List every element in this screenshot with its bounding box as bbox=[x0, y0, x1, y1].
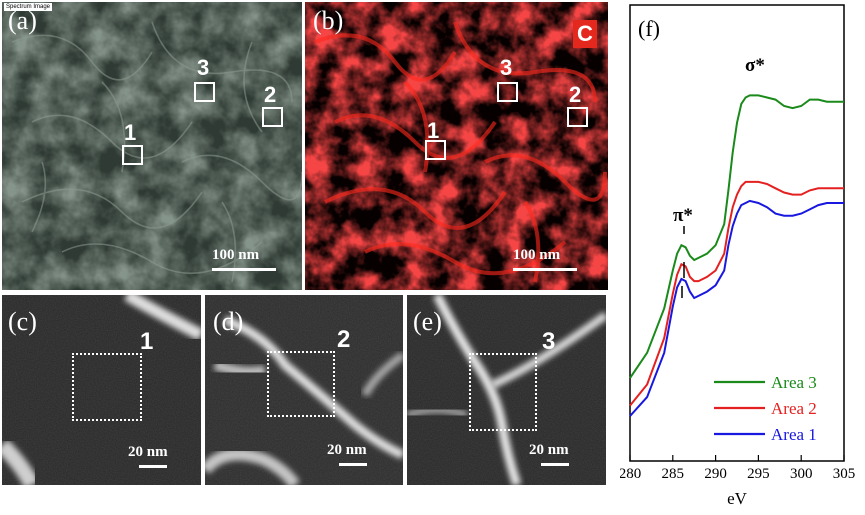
area-1-box bbox=[425, 140, 446, 160]
panel-e-area-3-zoom: (e) 3 20 nm bbox=[407, 295, 606, 485]
x-tick-label: 290 bbox=[704, 466, 727, 482]
zoom-image-d bbox=[205, 295, 403, 485]
legend-label: Area 2 bbox=[771, 399, 817, 418]
x-axis-label: eV bbox=[727, 489, 748, 508]
panel-label-d: (d) bbox=[213, 307, 244, 336]
panel-label-b: (b) bbox=[313, 6, 344, 35]
scale-bar-label: 100 nm bbox=[212, 247, 260, 263]
panel-d-area-2-zoom: (d) 2 20 nm bbox=[205, 295, 403, 485]
sigma-star-annotation: σ* bbox=[745, 55, 765, 76]
area-number: 2 bbox=[337, 326, 351, 353]
scale-bar-label: 100 nm bbox=[513, 247, 561, 263]
panel-b-carbon-map: (b) C 3 2 1 100 nm bbox=[305, 2, 608, 290]
scale-bar-label: 20 nm bbox=[327, 442, 367, 458]
legend-label: Area 1 bbox=[771, 425, 817, 444]
x-tick-label: 280 bbox=[620, 466, 641, 482]
x-tick-label: 305 bbox=[833, 466, 856, 482]
carbon-element-badge: C bbox=[573, 20, 597, 48]
series-line-area-1 bbox=[629, 199, 844, 417]
spectrum-image-tag: Spectrum Image bbox=[4, 3, 53, 11]
scale-bar-label: 20 nm bbox=[128, 444, 168, 460]
area-number: 3 bbox=[542, 328, 556, 355]
area-2-number: 2 bbox=[264, 82, 277, 107]
series-line-area-3 bbox=[629, 94, 844, 379]
panel-label-a: (a) bbox=[8, 6, 37, 35]
area-3-box bbox=[497, 82, 518, 102]
x-tick-label: 285 bbox=[662, 466, 685, 482]
panel-label-e: (e) bbox=[413, 307, 442, 336]
scale-bar bbox=[541, 463, 569, 466]
area-dotted-box bbox=[72, 353, 142, 421]
area-2-box bbox=[567, 107, 588, 127]
area-dotted-box bbox=[469, 353, 537, 431]
area-dotted-box bbox=[267, 351, 335, 417]
carbon-map-texture bbox=[305, 2, 608, 290]
scale-bar bbox=[139, 465, 167, 468]
zoom-image-c bbox=[2, 295, 201, 485]
panel-c-area-1-zoom: (c) 1 20 nm bbox=[2, 295, 201, 485]
scale-bar-label: 20 nm bbox=[529, 442, 569, 458]
chart-frame bbox=[629, 4, 845, 462]
scale-bar bbox=[212, 268, 276, 271]
area-1-box bbox=[122, 145, 143, 165]
scale-bar bbox=[513, 268, 577, 271]
area-3-number: 3 bbox=[197, 55, 210, 80]
eels-spectrum-chart: (f) 280 285 290 295 300 305 eV π* σ* Area 3 Ar… bbox=[620, 4, 856, 508]
area-1-number: 1 bbox=[124, 120, 137, 145]
area-3-number: 3 bbox=[500, 55, 513, 80]
area-number: 1 bbox=[140, 328, 154, 355]
x-tick-label: 295 bbox=[747, 466, 770, 482]
legend-label: Area 3 bbox=[771, 373, 817, 392]
panel-label-c: (c) bbox=[8, 307, 37, 336]
area-1-number: 1 bbox=[427, 118, 440, 143]
x-tick-label: 300 bbox=[790, 466, 813, 482]
scale-bar bbox=[339, 463, 367, 466]
area-2-number: 2 bbox=[569, 82, 582, 107]
panel-label-f: (f) bbox=[638, 16, 660, 41]
area-3-box bbox=[194, 82, 215, 102]
zoom-image-e bbox=[407, 295, 606, 485]
area-2-box bbox=[262, 107, 283, 127]
pi-star-annotation: π* bbox=[673, 205, 693, 226]
stem-texture bbox=[2, 2, 302, 290]
panel-a-stem-image: (a) Spectrum Image 3 2 1 100 nm bbox=[2, 2, 302, 290]
series-line-area-2 bbox=[629, 180, 844, 407]
